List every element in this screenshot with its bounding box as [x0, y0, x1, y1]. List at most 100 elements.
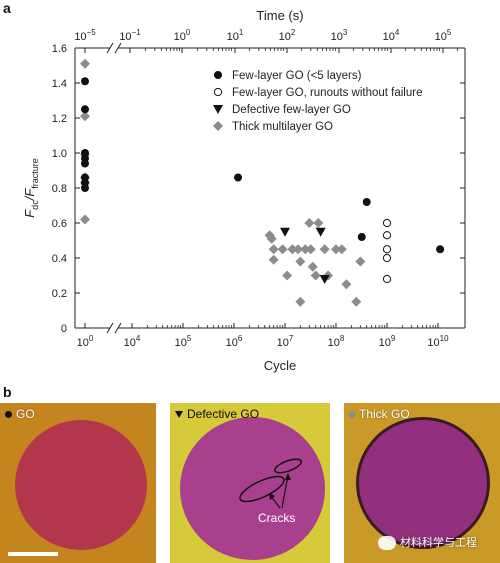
arrowhead-up-icon: [285, 473, 291, 480]
y-tick-label: 1.2: [52, 113, 67, 125]
photo-defective-go-disc: [180, 417, 325, 560]
data-point-filled-diamond: [351, 296, 362, 307]
x-tick-label-top: 103: [331, 28, 348, 43]
data-point-filled-circle: [234, 173, 243, 182]
x-tick-label-top: 10−1: [119, 28, 141, 43]
photo-thick-go-disc: [356, 417, 490, 549]
x-tick-label-bottom: 109: [379, 334, 396, 349]
data-point-filled-diamond: [268, 254, 279, 265]
data-point-open-circle: [382, 245, 392, 254]
x-tick-label-top: 102: [279, 28, 296, 43]
data-point-filled-diamond: [268, 244, 279, 255]
data-point-filled-diamond: [282, 270, 293, 281]
photo-go-label: GO: [16, 407, 35, 421]
x-tick-label-bottom: 104: [124, 334, 141, 349]
data-point-filled-diamond: [336, 244, 347, 255]
x-tick-label-bottom: 100: [77, 334, 94, 349]
data-point-open-circle: [382, 231, 392, 240]
x-tick-label-top: 100: [174, 28, 191, 43]
legend-label: Few-layer GO, runouts without failure: [232, 87, 422, 99]
axis-break-mark-top-2: [114, 42, 122, 54]
panel-label-b: b: [3, 384, 12, 400]
filled-triangle-marker-icon: [175, 411, 183, 419]
cracks-label: Cracks: [258, 511, 296, 525]
crack-arrow-upper: [281, 474, 289, 509]
data-point-filled-diamond: [310, 270, 321, 281]
data-point-filled-diamond: [341, 279, 352, 290]
data-point-open-circle: [382, 274, 392, 284]
x-tick-label-top: 101: [227, 28, 244, 43]
y-tick-label: 1.6: [52, 43, 67, 55]
data-point-filled-diamond: [295, 296, 306, 307]
filled-diamond-marker-icon: [347, 410, 357, 420]
data-point-filled-diamond: [266, 233, 277, 244]
legend-marker-filled-diamond: [213, 121, 223, 131]
data-point-filled-diamond: [300, 244, 311, 255]
watermark-text: 材料科学与工程: [400, 537, 477, 549]
wechat-logo-icon: [378, 536, 396, 551]
fatigue-chart: 0 0.2 0.4 0.6 0.8 1.0 1.2 1.4 1.6 100 104 105 106 107…: [22, 8, 466, 373]
scale-bar: [8, 552, 58, 556]
cracks-annotation: [239, 458, 303, 509]
photo-go: GO: [0, 403, 156, 563]
data-point-filled-circle: [81, 184, 89, 192]
y-tick-label: 1.4: [52, 78, 67, 90]
photo-go-disc: [15, 420, 147, 550]
y-tick-label: 0.2: [52, 288, 67, 300]
data-point-filled-circle: [362, 198, 371, 206]
x-axis-label: Cycle: [264, 358, 297, 373]
y-axis-label: Fdc/Ffracture: [22, 158, 40, 218]
photo-thick-go-label: Thick GO: [359, 407, 410, 421]
data-point-filled-circle: [436, 245, 445, 254]
data-point-filled-triangle-down: [280, 227, 290, 237]
crack-outline-lower: [239, 475, 285, 503]
watermark: 材料科学与工程: [378, 534, 477, 551]
filled-circle-marker-icon: [5, 411, 12, 419]
y-tick-label: 0.8: [52, 183, 67, 195]
x-tick-label-top: 10−5: [74, 28, 96, 43]
data-point-filled-circle: [81, 105, 89, 114]
data-point-filled-diamond: [287, 244, 298, 255]
data-point-filled-triangle-down: [315, 227, 326, 237]
data-point-filled-triangle-down: [319, 275, 330, 284]
photo-defective-go-tag: Defective GO: [175, 407, 259, 421]
x-tick-label-bottom: 1010: [427, 334, 449, 349]
data-point-filled-diamond: [331, 244, 341, 255]
arrowhead-diag-icon: [269, 493, 275, 500]
axis-break-mark-top-1: [106, 42, 114, 54]
data-point-filled-diamond: [293, 244, 304, 255]
chart-layer: 0 0.2 0.4 0.6 0.8 1.0 1.2 1.4 1.6 100 104 105 106 107…: [22, 8, 466, 373]
legend-label: Defective few-layer GO: [232, 104, 351, 116]
x-tick-label-top: 105: [435, 28, 452, 43]
data-point-filled-diamond: [307, 261, 318, 272]
data-point-filled-diamond: [80, 214, 90, 225]
data-point-filled-circle: [357, 233, 366, 241]
data-point-filled-diamond: [295, 256, 306, 267]
photo-go-tag: GO: [5, 407, 35, 421]
legend-marker-open-circle: [213, 87, 223, 97]
x-tick-label-bottom: 106: [226, 334, 243, 349]
legend-marker-filled-circle: [214, 71, 222, 79]
photo-defective-go: Cracks Defective GO: [170, 403, 330, 563]
legend-label: Few-layer GO (<5 layers): [232, 70, 362, 82]
data-point-filled-diamond: [313, 218, 324, 228]
y-tick-label: 0.4: [52, 253, 67, 265]
axis-break-mark-bottom-2: [114, 322, 122, 334]
data-point-filled-circle: [81, 77, 89, 86]
x-tick-label-bottom: 107: [277, 334, 294, 349]
data-point-filled-diamond: [80, 111, 90, 122]
data-point-filled-diamond: [304, 218, 315, 228]
legend-marker-filled-triangle-down: [213, 105, 223, 114]
data-point-filled-diamond: [319, 244, 330, 255]
legend-label: Thick multilayer GO: [232, 121, 333, 133]
data-point-open-circle: [382, 253, 392, 263]
axis-break-mark-bottom-1: [106, 322, 114, 334]
data-point-filled-circle: [81, 159, 89, 168]
photo-thick-go-tag: Thick GO: [347, 407, 410, 421]
y-tick-label: 0.6: [52, 218, 67, 230]
data-point-open-circle: [382, 218, 392, 228]
x-tick-label-top: 104: [383, 28, 400, 43]
x-tick-label-bottom: 105: [175, 334, 192, 349]
data-point-filled-diamond: [80, 58, 90, 69]
panel-label-a: a: [3, 0, 11, 16]
